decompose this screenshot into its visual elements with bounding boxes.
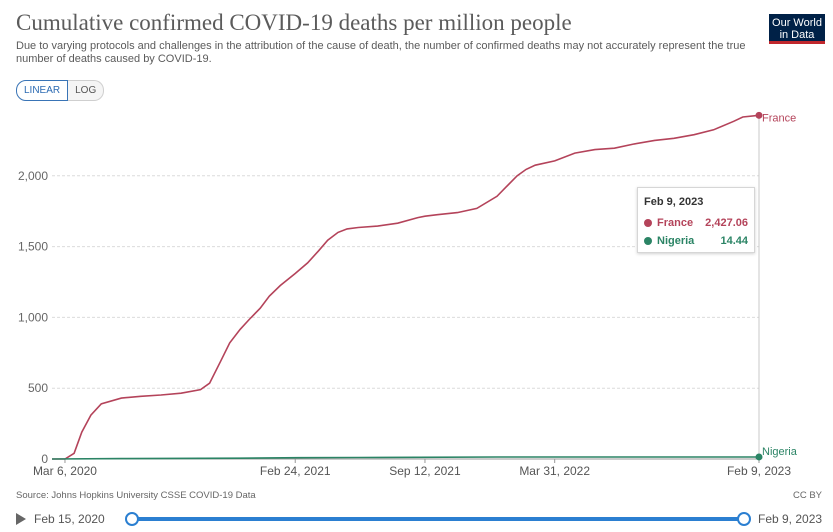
timeline-selected-range: [132, 517, 744, 521]
x-tick-label: Feb 9, 2023: [727, 464, 791, 478]
tooltip-series-nigeria: Nigeria: [657, 235, 695, 247]
log-scale-button[interactable]: LOG: [68, 80, 105, 101]
timeline-track[interactable]: [125, 512, 751, 526]
series-line-france: [52, 114, 760, 460]
france-dot-icon: [644, 219, 652, 227]
series-end-point-france: [755, 111, 763, 119]
y-tick-label: 2,000: [18, 169, 48, 183]
series-line-nigeria: [51, 456, 759, 460]
tooltip-row-france: France 2,427.06: [644, 214, 748, 232]
play-icon[interactable]: [16, 513, 26, 525]
timeline-start-date: Feb 15, 2020: [34, 512, 105, 526]
x-tick-label: Mar 6, 2020: [33, 464, 97, 478]
tooltip-value-france: 2,427.06: [705, 217, 748, 229]
tooltip-value-nigeria: 14.44: [720, 235, 748, 247]
grid-lines: [52, 115, 760, 460]
series-end-label-france: France: [762, 112, 796, 124]
license-link[interactable]: CC BY: [792, 490, 822, 501]
series-end-point-nigeria: [755, 453, 763, 461]
chart-subtitle: Due to varying protocols and challenges …: [16, 40, 746, 65]
chart-title: Cumulative confirmed COVID-19 deaths per…: [16, 10, 572, 35]
tooltip-series-france: France: [657, 217, 694, 229]
timeline-slider: Feb 15, 2020 Feb 9, 2023: [16, 509, 826, 529]
y-tick-label: 1,500: [18, 240, 48, 254]
nigeria-dot-icon: [644, 237, 652, 245]
tooltip-date: Feb 9, 2023: [644, 196, 704, 208]
series-lines: France Nigeria: [51, 111, 798, 461]
source-note[interactable]: Source: Johns Hopkins University CSSE CO…: [16, 490, 256, 501]
owid-logo[interactable]: Our World in Data: [769, 14, 825, 44]
x-axis: Mar 6, 2020 Feb 24, 2021 Sep 12, 2021 Mar 3…: [33, 459, 791, 478]
logo-line-1: Our World: [772, 17, 822, 29]
y-tick-label: 500: [28, 381, 48, 395]
x-tick-label: Mar 31, 2022: [519, 464, 590, 478]
timeline-end-date: Feb 9, 2023: [758, 512, 823, 526]
timeline-start-handle[interactable]: [125, 512, 139, 526]
x-tick-label: Sep 12, 2021: [389, 464, 461, 478]
logo-accent-bar: [769, 41, 825, 44]
scale-toggle: LINEAR LOG: [16, 80, 105, 101]
tooltip-row-nigeria: Nigeria 14.44: [644, 232, 748, 250]
x-tick-label: Feb 24, 2021: [260, 464, 331, 478]
linear-scale-button[interactable]: LINEAR: [16, 80, 69, 101]
y-tick-label: 1,000: [18, 310, 48, 324]
timeline-end-handle[interactable]: [737, 512, 751, 526]
series-end-label-nigeria: Nigeria: [762, 446, 798, 458]
y-tick-label: 0: [41, 452, 48, 466]
y-axis: 0 500 1,000 1,500 2,000: [18, 169, 48, 466]
line-chart: 0 500 1,000 1,500 2,000 Mar 6, 2020 Feb 24, 2…: [18, 111, 798, 478]
hover-tooltip: Feb 9, 2023 France 2,427.06 Nigeria 14.4…: [637, 187, 755, 253]
logo-line-2: in Data: [779, 29, 815, 41]
